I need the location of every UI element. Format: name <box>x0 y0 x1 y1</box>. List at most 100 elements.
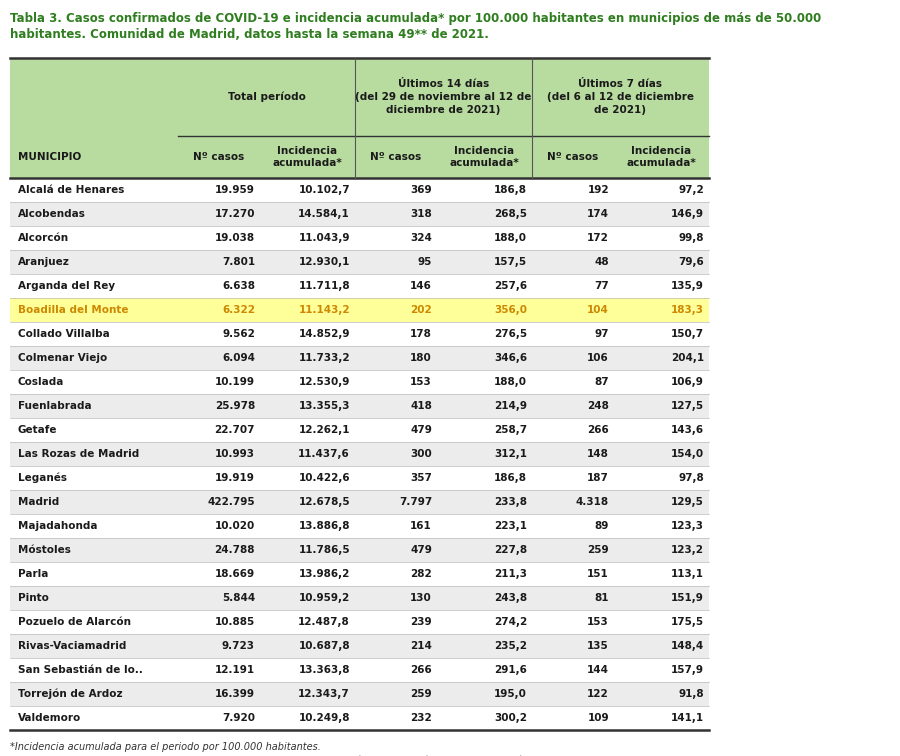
Text: 113,1: 113,1 <box>671 569 704 579</box>
Text: 10.020: 10.020 <box>215 521 255 531</box>
Text: 11.437,6: 11.437,6 <box>298 449 350 459</box>
Text: 192: 192 <box>588 185 609 195</box>
Text: 5.844: 5.844 <box>221 593 255 603</box>
Text: 123,2: 123,2 <box>671 545 704 555</box>
Text: 10.249,8: 10.249,8 <box>299 713 350 723</box>
Text: Boadilla del Monte: Boadilla del Monte <box>18 305 129 315</box>
Text: Incidencia
acumulada*: Incidencia acumulada* <box>626 146 697 168</box>
Bar <box>10 610 709 634</box>
Text: 146: 146 <box>410 281 432 291</box>
Bar <box>10 658 709 682</box>
Text: 291,6: 291,6 <box>494 665 527 675</box>
Text: Alcalá de Henares: Alcalá de Henares <box>18 185 124 195</box>
Text: 106,9: 106,9 <box>671 377 704 387</box>
Text: 91,8: 91,8 <box>679 689 704 699</box>
Text: 357: 357 <box>410 473 432 483</box>
Text: 24.788: 24.788 <box>214 545 255 555</box>
Text: 11.711,8: 11.711,8 <box>299 281 350 291</box>
Text: 259: 259 <box>588 545 609 555</box>
Text: 187: 187 <box>587 473 609 483</box>
Text: 97,8: 97,8 <box>679 473 704 483</box>
Text: Móstoles: Móstoles <box>18 545 71 555</box>
Text: 183,3: 183,3 <box>671 305 704 315</box>
Text: 10.993: 10.993 <box>215 449 255 459</box>
Text: 13.355,3: 13.355,3 <box>299 401 350 411</box>
Text: 19.919: 19.919 <box>215 473 255 483</box>
Text: Majadahonda: Majadahonda <box>18 521 97 531</box>
Text: 16.399: 16.399 <box>215 689 255 699</box>
Text: Leganés: Leganés <box>18 472 67 483</box>
Bar <box>10 538 709 562</box>
Text: 11.143,2: 11.143,2 <box>299 305 350 315</box>
Text: Alcobendas: Alcobendas <box>18 209 86 219</box>
Text: 188,0: 188,0 <box>494 233 527 243</box>
Text: 97: 97 <box>595 329 609 339</box>
Bar <box>10 274 709 298</box>
Text: 10.422,6: 10.422,6 <box>299 473 350 483</box>
Text: San Sebastián de lo..: San Sebastián de lo.. <box>18 665 143 675</box>
Bar <box>10 322 709 346</box>
Text: 97,2: 97,2 <box>679 185 704 195</box>
Text: 153: 153 <box>587 617 609 627</box>
Text: 150,7: 150,7 <box>670 329 704 339</box>
Text: 195,0: 195,0 <box>494 689 527 699</box>
Bar <box>10 418 709 442</box>
Text: Nº casos: Nº casos <box>371 152 421 162</box>
Text: 18.669: 18.669 <box>215 569 255 579</box>
Text: habitantes. Comunidad de Madrid, datos hasta la semana 49** de 2021.: habitantes. Comunidad de Madrid, datos h… <box>10 28 489 41</box>
Text: Fuenlabrada: Fuenlabrada <box>18 401 92 411</box>
Text: 148,4: 148,4 <box>670 641 704 651</box>
Text: 135,9: 135,9 <box>671 281 704 291</box>
Bar <box>10 586 709 610</box>
Text: 7.797: 7.797 <box>399 497 432 507</box>
Bar <box>10 346 709 370</box>
Text: 172: 172 <box>587 233 609 243</box>
Bar <box>10 202 709 226</box>
Text: 12.343,7: 12.343,7 <box>298 689 350 699</box>
Text: 202: 202 <box>410 305 432 315</box>
Text: 178: 178 <box>410 329 432 339</box>
Text: Nº casos: Nº casos <box>194 152 245 162</box>
Text: 4.318: 4.318 <box>576 497 609 507</box>
Text: 479: 479 <box>410 425 432 435</box>
Text: Incidencia
acumulada*: Incidencia acumulada* <box>450 146 519 168</box>
Text: 233,8: 233,8 <box>494 497 527 507</box>
Text: 266: 266 <box>587 425 609 435</box>
Text: 89: 89 <box>595 521 609 531</box>
Text: 175,5: 175,5 <box>670 617 704 627</box>
Bar <box>10 706 709 730</box>
Text: 14.584,1: 14.584,1 <box>298 209 350 219</box>
Text: 99,8: 99,8 <box>679 233 704 243</box>
Text: 48: 48 <box>594 257 609 267</box>
Text: 130: 130 <box>410 593 432 603</box>
Text: 356,0: 356,0 <box>494 305 527 315</box>
Text: 9.562: 9.562 <box>222 329 255 339</box>
Bar <box>10 394 709 418</box>
Text: 188,0: 188,0 <box>494 377 527 387</box>
Text: 274,2: 274,2 <box>494 617 527 627</box>
Text: 129,5: 129,5 <box>671 497 704 507</box>
Text: 87: 87 <box>594 377 609 387</box>
Text: Alcorcón: Alcorcón <box>18 233 69 243</box>
Text: 300,2: 300,2 <box>494 713 527 723</box>
Text: 95: 95 <box>418 257 432 267</box>
Text: 324: 324 <box>410 233 432 243</box>
Text: 106: 106 <box>587 353 609 363</box>
Text: Aranjuez: Aranjuez <box>18 257 70 267</box>
Text: 9.723: 9.723 <box>222 641 255 651</box>
Text: 123,3: 123,3 <box>671 521 704 531</box>
Text: 148: 148 <box>587 449 609 459</box>
Text: 282: 282 <box>410 569 432 579</box>
Text: 141,1: 141,1 <box>670 713 704 723</box>
Text: 22.707: 22.707 <box>214 425 255 435</box>
Text: Total período: Total período <box>228 91 305 102</box>
Bar <box>10 58 709 178</box>
Bar <box>10 562 709 586</box>
Text: 109: 109 <box>588 713 609 723</box>
Text: Últimos 7 días
(del 6 al 12 de diciembre
de 2021): Últimos 7 días (del 6 al 12 de diciembre… <box>547 79 694 115</box>
Text: 276,5: 276,5 <box>494 329 527 339</box>
Text: Arganda del Rey: Arganda del Rey <box>18 281 115 291</box>
Text: 151,9: 151,9 <box>671 593 704 603</box>
Text: Las Rozas de Madrid: Las Rozas de Madrid <box>18 449 140 459</box>
Text: 266: 266 <box>410 665 432 675</box>
